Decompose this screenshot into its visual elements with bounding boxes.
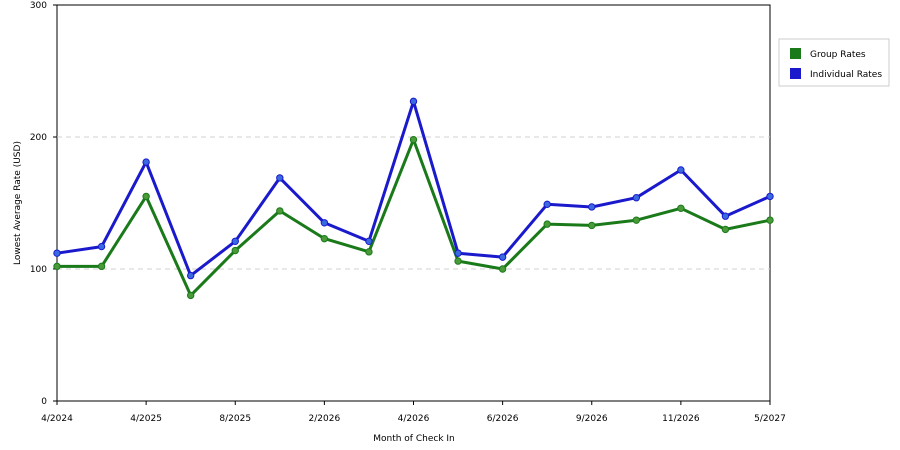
x-axis-title: Month of Check In <box>373 434 455 444</box>
x-tick-label: 9/2026 <box>576 414 608 424</box>
series-individual-rates <box>53 97 774 280</box>
legend-label: Individual Rates <box>810 70 882 80</box>
x-tick-label: 8/2025 <box>219 414 251 424</box>
data-point-group-rates <box>498 265 507 273</box>
data-point-individual-rates <box>142 158 150 166</box>
data-point-group-rates <box>97 262 106 271</box>
data-point-group-rates <box>276 207 284 215</box>
data-point-group-rates <box>320 234 329 243</box>
series-group-rates <box>53 135 774 300</box>
data-point-individual-rates <box>721 212 730 220</box>
data-point-individual-rates <box>186 271 195 280</box>
data-point-group-rates <box>721 225 730 234</box>
data-point-group-rates <box>454 257 462 265</box>
x-tick-label: 6/2026 <box>487 414 519 424</box>
y-tick-label: 300 <box>30 1 47 11</box>
x-axis-ticks: 4/2024 4/2025 8/2025 2/2026 4/2026 6/2026 9/20… <box>41 401 786 424</box>
y-axis-title: Lowest Average Rate (USD) <box>13 141 23 265</box>
series-lines <box>53 97 774 300</box>
data-point-individual-rates <box>231 237 239 245</box>
x-tick-label: 4/2025 <box>130 414 162 424</box>
data-point-group-rates <box>632 216 641 224</box>
y-tick-label: 0 <box>41 397 47 407</box>
data-point-individual-rates <box>588 203 596 211</box>
data-point-individual-rates <box>543 200 551 209</box>
data-point-group-rates <box>543 220 551 228</box>
x-tick-label: 4/2024 <box>41 414 73 424</box>
data-point-group-rates <box>231 246 239 255</box>
data-point-group-rates <box>365 248 373 256</box>
data-point-individual-rates <box>454 249 462 257</box>
legend-label: Group Rates <box>810 50 866 60</box>
legend: Group Rates Individual Rates <box>778 38 890 87</box>
data-point-individual-rates <box>53 249 61 257</box>
grid-lines <box>57 136 770 270</box>
data-point-individual-rates <box>320 219 329 227</box>
data-point-individual-rates <box>677 166 685 174</box>
plot-area <box>56 4 771 402</box>
legend-swatch <box>790 68 801 79</box>
data-point-individual-rates <box>766 192 774 201</box>
data-point-individual-rates <box>365 237 373 245</box>
legend-entries: Group Rates Individual Rates <box>790 48 882 80</box>
data-point-individual-rates <box>97 242 106 251</box>
data-point-group-rates <box>142 192 150 201</box>
x-tick-label: 2/2026 <box>309 414 341 424</box>
data-point-individual-rates <box>409 97 418 106</box>
data-point-group-rates <box>588 221 596 230</box>
y-tick-label: 200 <box>30 133 47 143</box>
x-tick-label: 5/2027 <box>754 414 786 424</box>
data-point-group-rates <box>766 216 774 224</box>
data-point-individual-rates <box>276 174 284 182</box>
data-point-group-rates <box>53 262 61 271</box>
data-point-group-rates <box>677 204 685 212</box>
data-point-group-rates <box>409 135 418 144</box>
y-axis-ticks: 0 100 200 300 <box>30 1 57 407</box>
data-point-individual-rates <box>632 194 641 202</box>
legend-swatch <box>790 48 801 59</box>
x-tick-label: 11/2026 <box>662 414 700 424</box>
data-point-group-rates <box>186 291 195 300</box>
x-tick-label: 4/2026 <box>398 414 430 424</box>
y-tick-label: 100 <box>30 265 47 275</box>
data-point-individual-rates <box>498 253 507 261</box>
